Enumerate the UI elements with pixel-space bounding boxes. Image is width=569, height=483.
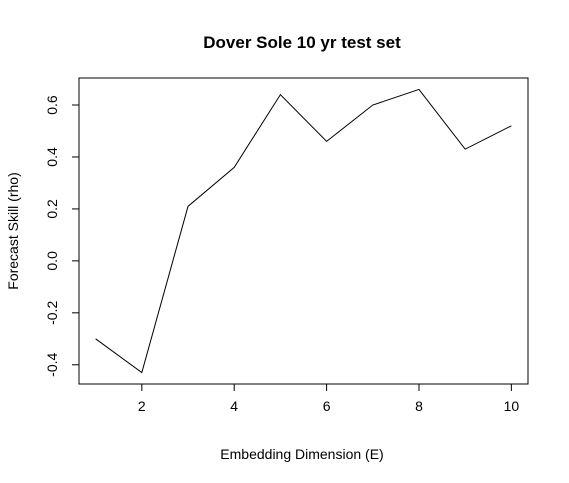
x-tick-label: 6 [323,398,331,414]
x-axis: 2 4 6 8 10 [138,384,519,414]
y-tick-label: -0.2 [44,301,60,325]
x-tick-label: 4 [230,398,238,414]
x-tick-label: 10 [504,398,520,414]
chart-title: Dover Sole 10 yr test set [203,33,401,52]
y-axis-label: Forecast Skill (rho) [5,172,21,289]
y-tick-label: -0.4 [44,353,60,377]
plot-frame [78,77,529,385]
y-tick-label: 0.2 [44,199,60,219]
y-axis: -0.4 -0.2 0.0 0.2 0.4 0.6 [44,95,79,377]
x-tick-label: 2 [138,398,146,414]
x-axis-label: Embedding Dimension (E) [220,446,383,462]
y-tick-label: 0.4 [44,147,60,167]
y-tick-label: 0.6 [44,95,60,115]
series-line [95,88,512,374]
y-tick-label: 0.0 [44,251,60,271]
series-group [95,88,512,374]
x-tick-label: 8 [415,398,423,414]
